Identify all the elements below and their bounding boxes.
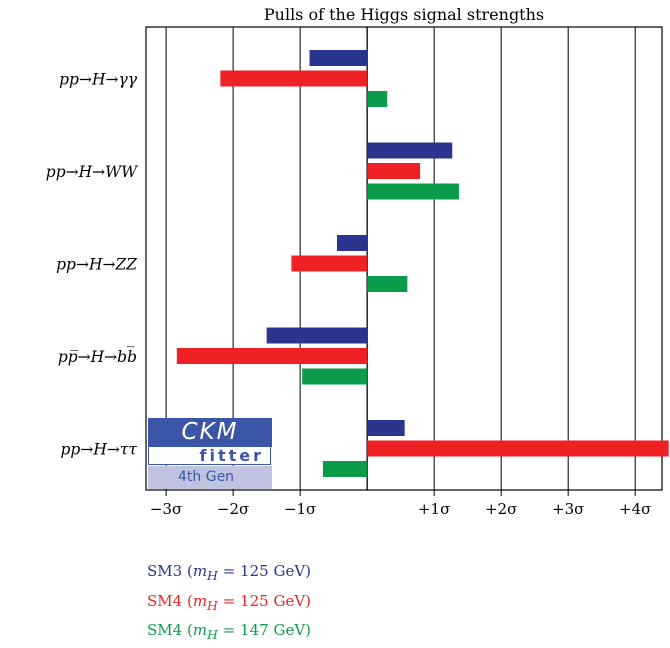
bar <box>367 183 459 200</box>
x-tick-label: +1σ <box>418 500 450 518</box>
chart-title: Pulls of the Higgs signal strengths <box>263 5 545 24</box>
bar <box>176 348 368 364</box>
category-label: pp→H→ZZ <box>56 256 137 274</box>
bar <box>367 163 421 179</box>
bar <box>367 440 669 457</box>
x-tick-label: +2σ <box>485 500 517 518</box>
x-tick-label: +4σ <box>619 500 651 518</box>
bar <box>322 461 368 477</box>
x-tick-label: +3σ <box>552 500 584 518</box>
bar <box>367 276 408 292</box>
logo-generation-text: 4th Gen <box>148 466 272 489</box>
legend-item: SM3 (mH = 125 GeV) <box>147 562 311 583</box>
ckmfitter-logo: CKM fitter 4th Gen <box>148 418 272 489</box>
bar <box>302 368 368 385</box>
bar <box>336 235 368 251</box>
bar <box>367 91 388 107</box>
category-label: pp→H→ττ <box>61 441 138 459</box>
x-tick-label: −2σ <box>217 500 249 518</box>
bar <box>309 50 368 66</box>
bar <box>266 327 368 344</box>
category-label: pp→H→WW <box>46 163 138 181</box>
bar <box>220 70 368 87</box>
bar <box>367 142 453 159</box>
x-tick-label: −3σ <box>150 500 182 518</box>
legend-item: SM4 (mH = 147 GeV) <box>147 621 311 642</box>
logo-fitter-text: fitter <box>199 446 264 465</box>
category-label: pp̅→H→bb̅ <box>58 347 137 366</box>
category-label: pp→H→γγ <box>59 71 138 89</box>
logo-fitter-box: fitter <box>148 446 271 465</box>
x-tick-label: −1σ <box>284 500 316 518</box>
plot-frame <box>145 26 663 491</box>
legend-item: SM4 (mH = 125 GeV) <box>147 591 311 613</box>
logo-ckm-text: CKM <box>148 418 272 447</box>
legend: SM3 (mH = 125 GeV) SM4 (mH = 125 GeV) SM4 … <box>147 559 311 648</box>
bar <box>291 255 368 272</box>
bar <box>367 420 405 436</box>
